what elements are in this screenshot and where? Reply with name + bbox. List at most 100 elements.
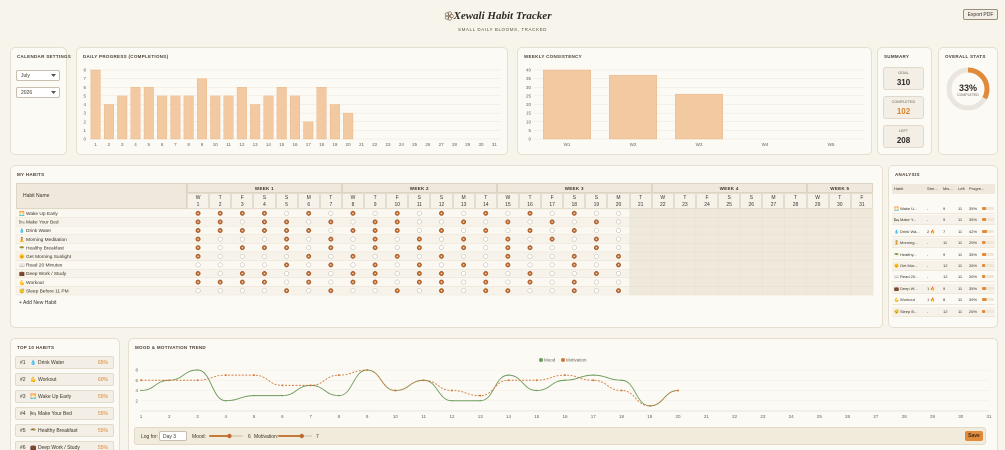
checkbox[interactable] — [217, 245, 223, 251]
checkbox[interactable] — [439, 236, 444, 242]
checkbox[interactable] — [593, 288, 599, 294]
checkbox[interactable] — [328, 210, 334, 216]
slider[interactable] — [208, 433, 244, 439]
checkbox[interactable] — [306, 245, 312, 251]
checkbox[interactable] — [350, 219, 356, 225]
checkbox[interactable] — [239, 253, 245, 259]
checkbox[interactable] — [571, 219, 577, 225]
checkbox[interactable] — [593, 253, 599, 259]
checkbox[interactable] — [328, 253, 334, 259]
checkbox[interactable] — [350, 262, 356, 268]
checkbox[interactable] — [461, 210, 467, 216]
checkbox[interactable] — [217, 236, 223, 242]
year-select[interactable]: 2026 — [16, 87, 60, 98]
checkbox[interactable] — [262, 253, 267, 259]
checkbox[interactable] — [549, 288, 555, 294]
save-button[interactable]: Save — [965, 431, 983, 441]
checkbox[interactable] — [483, 253, 489, 259]
checkbox[interactable] — [217, 262, 223, 268]
checkbox[interactable] — [549, 279, 555, 285]
checkbox[interactable] — [262, 236, 267, 242]
checkbox[interactable] — [527, 236, 533, 242]
checkbox[interactable] — [372, 253, 378, 259]
checkbox[interactable] — [616, 245, 621, 251]
checkbox[interactable] — [306, 288, 312, 294]
checkbox[interactable] — [527, 288, 533, 294]
checkbox[interactable] — [284, 279, 290, 285]
checkbox[interactable] — [306, 219, 312, 225]
checkbox[interactable] — [416, 228, 422, 233]
checkbox[interactable] — [416, 253, 422, 259]
checkbox[interactable] — [416, 210, 422, 216]
checkbox[interactable] — [593, 262, 599, 268]
checkbox[interactable] — [571, 245, 577, 251]
checkbox[interactable] — [217, 271, 223, 276]
checkbox[interactable] — [394, 271, 400, 276]
checkbox[interactable] — [195, 262, 201, 268]
checkbox[interactable] — [350, 236, 356, 242]
checkbox[interactable] — [416, 288, 422, 294]
checkbox[interactable] — [239, 262, 245, 268]
checkbox[interactable] — [593, 210, 599, 216]
checkbox[interactable] — [350, 288, 356, 294]
checkbox[interactable] — [284, 271, 290, 276]
month-select[interactable]: July — [16, 70, 60, 81]
checkbox[interactable] — [483, 236, 489, 242]
checkbox[interactable] — [483, 262, 489, 268]
checkbox[interactable] — [328, 279, 334, 285]
checkbox[interactable] — [239, 236, 245, 242]
checkbox[interactable] — [217, 288, 223, 294]
checkbox[interactable] — [461, 271, 467, 276]
checkbox[interactable] — [461, 288, 467, 294]
checkbox[interactable] — [483, 219, 489, 225]
checkbox[interactable] — [262, 288, 267, 294]
checkbox[interactable] — [416, 219, 422, 225]
checkbox[interactable] — [461, 279, 467, 285]
checkbox[interactable] — [616, 279, 621, 285]
checkbox[interactable] — [527, 219, 533, 225]
checkbox[interactable] — [284, 210, 290, 216]
slider[interactable] — [277, 433, 313, 439]
checkbox[interactable] — [593, 228, 599, 233]
checkbox[interactable] — [483, 245, 489, 251]
checkbox[interactable] — [549, 271, 555, 276]
day-select[interactable]: Day 3 — [159, 431, 187, 441]
checkbox[interactable] — [239, 219, 245, 225]
checkbox[interactable] — [527, 253, 533, 259]
checkbox[interactable] — [616, 228, 621, 233]
checkbox[interactable] — [571, 271, 577, 276]
checkbox[interactable] — [328, 271, 334, 276]
checkbox[interactable] — [593, 279, 599, 285]
checkbox[interactable] — [616, 271, 621, 276]
checkbox[interactable] — [306, 262, 312, 268]
checkbox[interactable] — [372, 288, 378, 294]
checkbox[interactable] — [372, 210, 378, 216]
checkbox[interactable] — [350, 245, 356, 251]
checkbox[interactable] — [394, 236, 400, 242]
checkbox[interactable] — [439, 219, 444, 225]
checkbox[interactable] — [549, 210, 555, 216]
export-button[interactable]: Export PDF — [963, 9, 998, 20]
checkbox[interactable] — [439, 245, 444, 251]
checkbox[interactable] — [505, 210, 511, 216]
checkbox[interactable] — [284, 253, 290, 259]
checkbox[interactable] — [328, 228, 334, 233]
checkbox[interactable] — [239, 288, 245, 294]
checkbox[interactable] — [571, 236, 577, 242]
checkbox[interactable] — [549, 228, 555, 233]
checkbox[interactable] — [262, 262, 267, 268]
checkbox[interactable] — [394, 262, 400, 268]
checkbox[interactable] — [549, 245, 555, 251]
add-habit-button[interactable]: + Add New Habit — [19, 300, 59, 308]
checkbox[interactable] — [394, 279, 400, 285]
checkbox[interactable] — [616, 236, 621, 242]
checkbox[interactable] — [461, 228, 467, 233]
checkbox[interactable] — [439, 262, 444, 268]
checkbox[interactable] — [616, 219, 621, 225]
checkbox[interactable] — [527, 262, 533, 268]
checkbox[interactable] — [461, 253, 467, 259]
checkbox[interactable] — [195, 288, 201, 294]
checkbox[interactable] — [505, 228, 511, 233]
checkbox[interactable] — [217, 253, 223, 259]
checkbox[interactable] — [549, 262, 555, 268]
